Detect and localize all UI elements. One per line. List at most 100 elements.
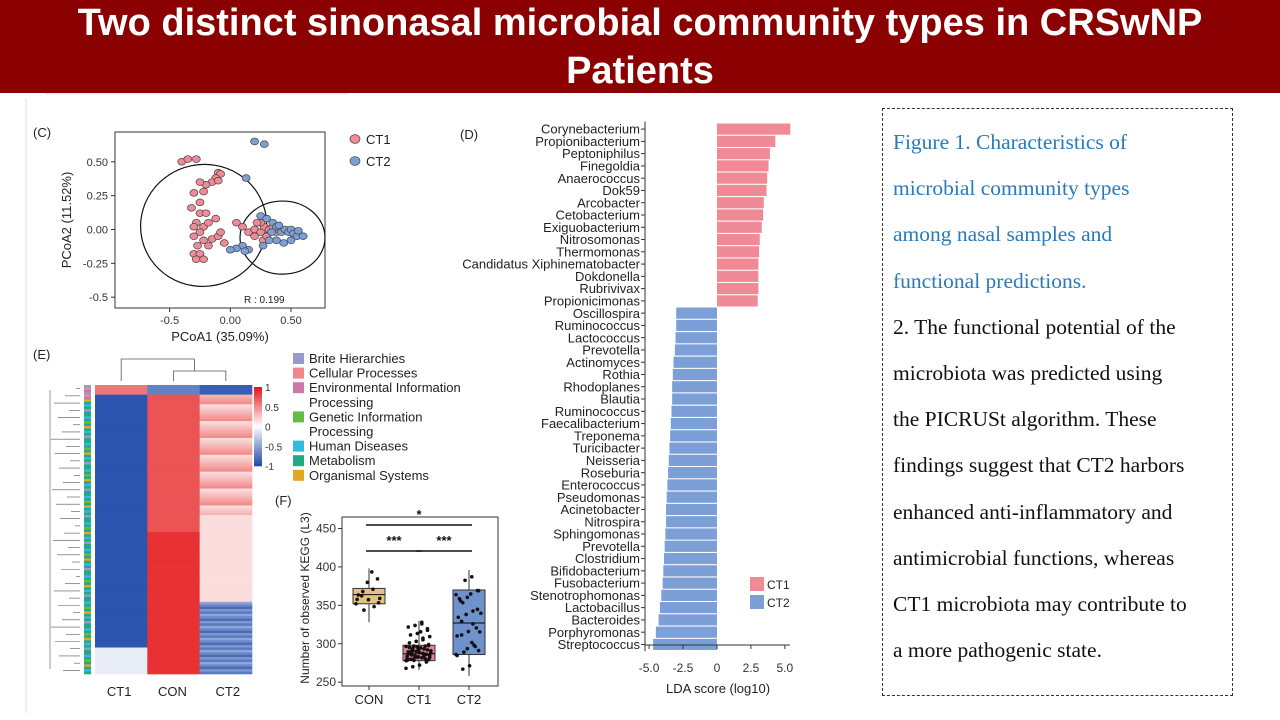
colorbar-cell — [254, 460, 262, 463]
heatmap-cell — [95, 529, 148, 533]
box-data-point — [372, 604, 376, 609]
heatmap-cell — [95, 440, 148, 444]
pcoa-point-ct1 — [195, 178, 205, 186]
colorbar-cell — [254, 418, 262, 421]
heatmap-annotation-cell — [84, 459, 91, 463]
lda-bar-label: Actinomyces — [566, 355, 640, 370]
lda-bar-ct2 — [669, 442, 717, 454]
heatmap-cell — [95, 543, 148, 547]
box-data-point — [473, 644, 478, 649]
colorbar-cell — [254, 416, 262, 419]
heatmap-annotation-cell — [84, 471, 91, 475]
significance-label: * — [416, 507, 422, 522]
lda-bar-ct2 — [659, 602, 717, 614]
heatmap-cell — [147, 495, 200, 499]
box-data-point — [466, 629, 471, 634]
box-data-point — [475, 607, 480, 612]
heatmap-cell — [95, 584, 148, 588]
heatmap-cell — [147, 604, 200, 607]
pcoa-point-ct1 — [183, 155, 193, 163]
heatmap-cell — [95, 493, 148, 497]
lda-bar-label: Blautia — [600, 392, 641, 407]
colorbar-cell — [254, 440, 262, 443]
heatmap-cell — [147, 628, 200, 631]
pcoa-point-ct2 — [262, 214, 272, 223]
heatmap-annotation-cell — [84, 664, 91, 668]
pcoa-point-ct2 — [293, 227, 303, 235]
heatmap-cell — [95, 476, 148, 480]
heatmap-cell — [199, 476, 253, 480]
heatmap-cell — [147, 454, 200, 458]
heatmap-annotation-cell — [84, 486, 91, 489]
colorbar-tick-label: -0.5 — [265, 442, 283, 453]
heatmap-legend-label: Brite Hierarchies — [309, 351, 406, 366]
heatmap-cell — [147, 418, 200, 422]
heatmap-annotation-cell — [84, 423, 91, 427]
lda-bar-label: Dok59 — [602, 183, 640, 198]
box-data-point — [455, 634, 459, 638]
colorbar-tick-label: 0.5 — [265, 403, 279, 414]
heatmap-cell — [147, 546, 200, 550]
heatmap-cell — [95, 534, 148, 538]
heatmap-annotation-cell — [84, 500, 91, 504]
heatmap-cell — [199, 442, 253, 446]
heatmap-cell — [199, 404, 253, 407]
heatmap-cell — [95, 459, 148, 463]
heatmap-annotation-cell — [84, 522, 91, 525]
heatmap-cell — [147, 428, 200, 432]
heatmap-annotation-cell — [84, 466, 91, 470]
heatmap-cell — [95, 623, 148, 627]
heatmap-cell — [95, 642, 148, 646]
heatmap-cell — [199, 401, 253, 405]
heatmap-cell — [95, 385, 148, 388]
heatmap-cell — [147, 503, 200, 506]
heatmap-annotation-cell — [84, 563, 91, 566]
heatmap-annotation-cell — [84, 575, 91, 578]
heatmap-cell — [199, 495, 253, 499]
heatmap-cell — [95, 568, 148, 571]
heatmap-cell — [95, 582, 148, 586]
heatmap-cell — [95, 618, 148, 622]
heatmap-cell — [147, 409, 200, 412]
pcoa-r-annotation: R : 0.199 — [244, 295, 285, 306]
lda-bar-label: Roseburia — [581, 465, 641, 480]
heatmap-annotation-cell — [84, 604, 91, 607]
colorbar-cell — [254, 442, 262, 445]
heatmap-cell — [95, 498, 148, 501]
heatmap-legend-swatch — [293, 367, 304, 379]
heatmap-cell — [95, 466, 148, 470]
heatmap-cell — [199, 623, 253, 627]
heatmap-cell — [147, 625, 200, 629]
heatmap-cell — [95, 536, 148, 540]
heatmap-annotation-cell — [84, 421, 91, 424]
lda-bar-label: Lactococcus — [568, 330, 641, 345]
heatmap-annotation-cell — [84, 527, 91, 530]
heatmap-legend-label: Cellular Processes — [309, 366, 418, 381]
heatmap-cell — [199, 457, 253, 460]
heatmap-cell — [199, 606, 253, 610]
heatmap-cell — [199, 517, 253, 521]
heatmap-cell — [147, 553, 200, 557]
colorbar-cell — [254, 434, 262, 437]
heatmap-cell — [147, 524, 200, 528]
heatmap-annotation-cell — [84, 633, 91, 636]
heatmap-cell — [95, 469, 148, 472]
lda-legend-swatch-ct1 — [750, 577, 764, 591]
heatmap-annotation-cell — [84, 447, 91, 451]
heatmap-cell — [199, 666, 253, 670]
colorbar-cell — [254, 446, 262, 449]
heatmap-annotation-cell — [84, 437, 91, 441]
heatmap-cell — [199, 599, 253, 603]
heatmap-cell — [199, 645, 253, 648]
pcoa-point-ct1 — [193, 241, 202, 250]
heatmap-cell — [199, 601, 253, 605]
box-data-point — [454, 592, 458, 597]
heatmap-cell — [147, 536, 200, 540]
heatmap-cell — [199, 392, 253, 395]
heatmap-cell — [95, 558, 148, 562]
lda-bar-label: Nitrospira — [584, 514, 640, 529]
heatmap-cell — [95, 652, 148, 656]
heatmap-cell — [147, 447, 200, 451]
heatmap-legend-label: Processing — [309, 424, 373, 439]
heatmap-cell — [199, 587, 253, 591]
